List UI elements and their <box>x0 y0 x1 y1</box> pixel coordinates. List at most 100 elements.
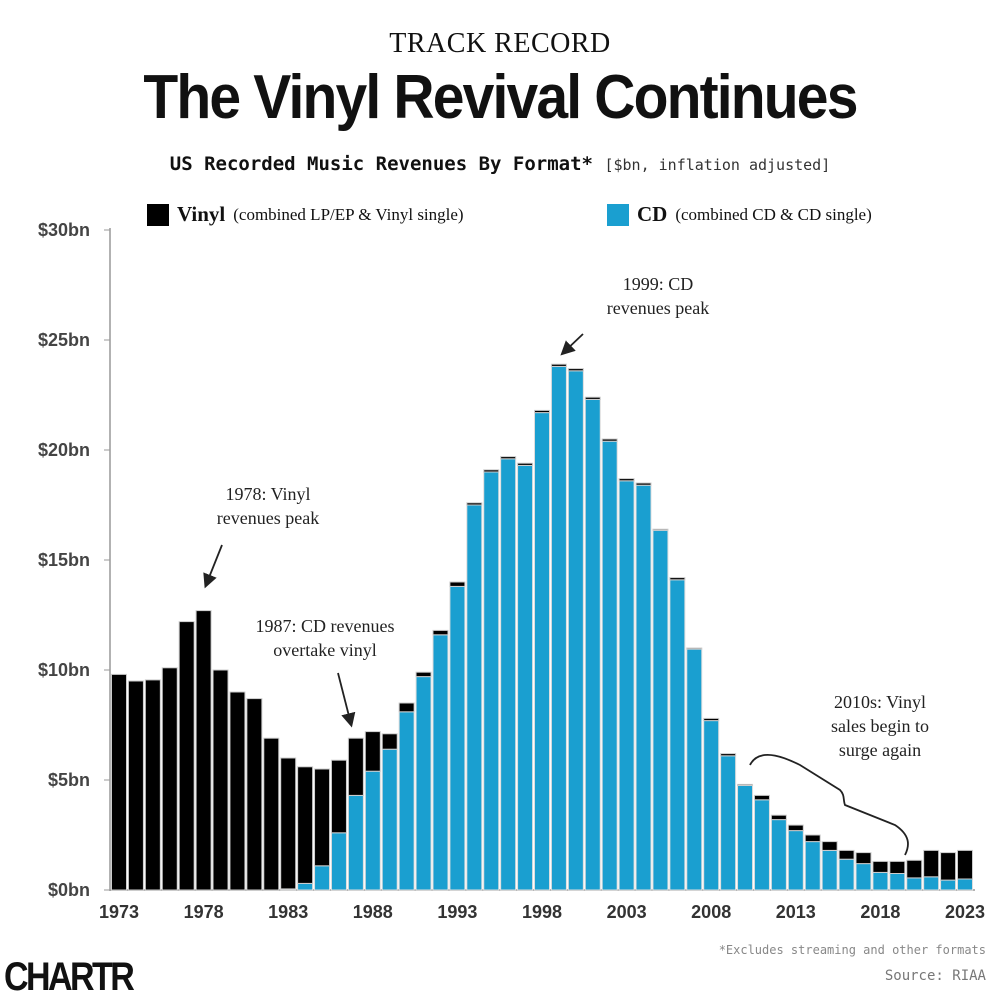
annotation-text-1999: revenues peak <box>607 298 709 318</box>
bar-vinyl-2014 <box>804 834 821 843</box>
bar-vinyl-2015 <box>821 841 838 851</box>
vinyl-label: Vinyl <box>177 202 226 226</box>
bar-cd-2022 <box>940 879 957 891</box>
unit-note: [$bn, inflation adjusted] <box>604 156 831 174</box>
bar-vinyl-1980 <box>229 691 246 891</box>
annotation-text-2010: 2010s: Vinyl <box>834 692 926 712</box>
cd-label: CD <box>637 202 668 226</box>
bar-cd-1986 <box>330 832 347 891</box>
bar-cd-2021 <box>923 876 940 891</box>
bar-vinyl-2019 <box>889 860 906 875</box>
bar-cd-2023 <box>957 878 973 891</box>
bar-vinyl-1983 <box>280 757 297 890</box>
bar-vinyl-1998 <box>534 409 550 414</box>
bar-vinyl-2022 <box>940 852 957 881</box>
bar-cd-2005 <box>652 529 669 891</box>
bar-vinyl-1999 <box>550 363 567 367</box>
bar-vinyl-1988 <box>364 731 381 772</box>
bar-vinyl-2002 <box>601 438 618 442</box>
bar-cd-1985 <box>314 865 331 891</box>
bar-cd-2014 <box>804 841 821 891</box>
annotation-text-1999: 1999: CD <box>623 274 694 294</box>
y-tick-label: $10bn <box>38 660 90 680</box>
bar-cd-2019 <box>889 873 906 891</box>
bar-cd-2008 <box>703 720 720 891</box>
bar-vinyl-1992 <box>432 629 449 636</box>
bar-vinyl-2003 <box>618 478 635 482</box>
bar-cd-2002 <box>601 440 618 891</box>
bar-vinyl-1976 <box>161 667 178 891</box>
chart-subtitle: US Recorded Music Revenues By Format* [$… <box>0 153 1000 175</box>
annotation-text-1987: overtake vinyl <box>273 640 376 660</box>
bar-vinyl-1981 <box>246 698 263 891</box>
bar-cd-2000 <box>567 370 584 891</box>
bar-vinyl-1990 <box>398 702 415 713</box>
bar-cd-1984 <box>297 882 314 891</box>
bar-cd-2015 <box>821 849 838 891</box>
bar-vinyl-2011 <box>753 794 770 801</box>
x-tick-label: 1988 <box>353 902 393 922</box>
bar-cd-2011 <box>753 799 770 891</box>
y-tick-label: $30bn <box>38 220 90 240</box>
bar-vinyl-1995 <box>483 469 500 473</box>
bar-vinyl-1989 <box>381 733 398 750</box>
legend-cd: CD (combined CD & CD single) <box>607 202 872 227</box>
bar-cd-2017 <box>855 863 872 891</box>
bar-vinyl-2020 <box>906 859 923 879</box>
bar-cd-2020 <box>906 877 923 891</box>
x-tick-label: 1998 <box>522 902 562 922</box>
chartr-logo: CHARTR <box>4 955 135 999</box>
bar-cd-2010 <box>737 785 754 891</box>
x-tick-label: 2003 <box>607 902 647 922</box>
bar-vinyl-1975 <box>144 679 161 891</box>
bar-cd-2003 <box>618 480 635 891</box>
source: Source: RIAA <box>884 968 986 984</box>
bar-cd-1996 <box>500 458 517 891</box>
legend-vinyl: Vinyl (combined LP/EP & Vinyl single) <box>147 202 464 227</box>
bar-cd-1990 <box>398 711 415 891</box>
bar-vinyl-1977 <box>178 621 195 891</box>
bar-cd-1991 <box>415 676 432 891</box>
bar-cd-2004 <box>635 484 652 891</box>
bar-cd-2016 <box>838 858 855 891</box>
y-tick-label: $25bn <box>38 330 90 350</box>
bar-vinyl-2001 <box>584 396 601 400</box>
bar-cd-1995 <box>483 471 500 891</box>
bar-vinyl-2016 <box>838 849 855 860</box>
footnote: *Excludes streaming and other formats <box>718 943 986 957</box>
vinyl-swatch <box>147 203 169 226</box>
bar-cd-1992 <box>432 634 449 891</box>
bar-vinyl-2017 <box>855 852 872 865</box>
x-tick-label: 1993 <box>437 902 477 922</box>
bar-cd-1994 <box>466 504 483 891</box>
bar-vinyl-2013 <box>787 824 804 832</box>
bar-vinyl-2009 <box>720 753 737 757</box>
bar-cd-1989 <box>381 748 398 891</box>
bar-vinyl-1979 <box>212 669 229 891</box>
bar-vinyl-2018 <box>872 860 889 873</box>
brace-2010s <box>749 754 909 856</box>
cd-swatch <box>607 203 629 226</box>
bar-vinyl-2023 <box>957 849 973 880</box>
bar-cd-2013 <box>787 830 804 891</box>
annotation-text-1978: revenues peak <box>217 508 319 528</box>
bar-cd-2009 <box>720 755 737 891</box>
bar-vinyl-2021 <box>923 849 940 878</box>
bar-vinyl-1996 <box>500 456 517 460</box>
annotation-text-2010: sales begin to <box>831 716 929 736</box>
bar-vinyl-2006 <box>669 577 686 581</box>
bar-vinyl-1985 <box>314 768 331 867</box>
bar-cd-2006 <box>669 579 686 891</box>
subtitle-text: US Recorded Music Revenues By Format* <box>169 153 593 175</box>
x-tick-label: 1973 <box>99 902 139 922</box>
x-tick-label: 2008 <box>691 902 731 922</box>
arrow-1978 <box>203 544 223 589</box>
bar-vinyl-2000 <box>567 368 584 372</box>
bar-vinyl-2012 <box>770 814 787 821</box>
x-tick-label: 2018 <box>860 902 900 922</box>
bar-vinyl-2005 <box>652 528 669 531</box>
y-tick-label: $15bn <box>38 550 90 570</box>
annotation-text-1978: 1978: Vinyl <box>225 484 310 504</box>
cd-desc: (combined CD & CD single) <box>675 204 872 224</box>
bar-vinyl-2008 <box>703 717 720 722</box>
